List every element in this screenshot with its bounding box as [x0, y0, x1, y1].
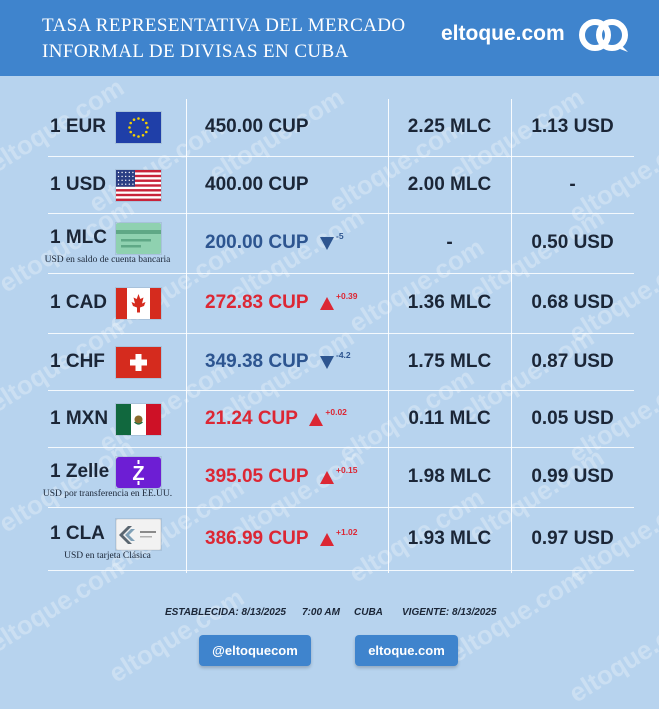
mlc-rate: 1.98 MLC — [407, 466, 492, 487]
established-date: ESTABLECIDA: 8/13/2025 — [165, 607, 286, 618]
usd-rate: 0.50 USD — [531, 232, 614, 253]
usd-rate: 1.13 USD — [531, 116, 614, 137]
cup-rate: 395.05 CUP — [205, 466, 309, 487]
watermark-text: eltoque.com — [563, 601, 659, 709]
title-line-2: INFORMAL DE DIVISAS EN CUBA — [42, 41, 349, 62]
website-button[interactable]: eltoque.com — [355, 635, 458, 666]
cup-rate: 21.24 CUP — [205, 407, 298, 429]
rate-change: +1.02 — [336, 526, 358, 537]
usd-rate: 0.97 USD — [531, 527, 614, 549]
trend-up-icon — [320, 471, 334, 484]
eu-flag-icon — [115, 111, 162, 144]
rate-change: -4.2 — [336, 349, 351, 360]
table-row — [48, 214, 634, 274]
clasica-card-icon — [115, 517, 162, 551]
usd-rate: - — [569, 173, 576, 195]
swiss-flag-icon — [115, 345, 162, 379]
column-divider — [186, 99, 187, 573]
mlc-rate: 2.25 MLC — [407, 116, 492, 137]
svg-text:Z: Z — [132, 463, 144, 485]
eltoque-logo-icon — [579, 19, 628, 52]
valid-date: VIGENTE: 8/13/2025 — [402, 607, 497, 618]
established-time: 7:00 AM — [302, 607, 340, 618]
table-row — [48, 334, 634, 391]
currency-note: USD en saldo de cuenta bancaria — [44, 255, 171, 265]
trend-down-icon — [320, 355, 334, 369]
currency-label: 1 CHF — [50, 350, 105, 372]
currency-note: USD por transferencia en EE.UU. — [42, 489, 173, 499]
trend-up-icon — [320, 532, 334, 546]
cup-rate: 450.00 CUP — [205, 116, 309, 137]
currency-label: 1 USD — [50, 173, 106, 195]
cup-rate: 272.83 CUP — [205, 292, 309, 313]
page-title: TASA REPRESENTATIVA DEL MERCADO INFORMAL… — [42, 13, 406, 65]
brand-name: eltoque.com — [441, 22, 565, 45]
cup-rate: 386.99 CUP — [205, 527, 309, 549]
cup-rate: 349.38 CUP — [205, 350, 309, 372]
mexico-flag-icon — [115, 402, 162, 436]
table-row — [48, 99, 634, 157]
header-bar: TASA REPRESENTATIVA DEL MERCADO INFORMAL… — [0, 0, 659, 76]
table-row — [48, 274, 634, 334]
currency-label: 1 Zelle — [50, 461, 110, 482]
us-flag-icon — [115, 168, 162, 202]
canada-flag-icon — [115, 287, 162, 320]
mlc-rate: 0.11 MLC — [408, 407, 491, 429]
mlc-rate: 1.75 MLC — [407, 350, 492, 372]
usd-rate: 0.05 USD — [531, 407, 614, 429]
cup-rate: 200.00 CUP — [205, 232, 309, 253]
trend-up-icon — [320, 297, 334, 310]
currency-note: USD en tarjeta Clásica — [64, 550, 151, 561]
table-row — [48, 391, 634, 448]
rate-change: +0.02 — [325, 406, 347, 417]
zelle-logo-icon: Z — [115, 456, 162, 489]
currency-label: 1 EUR — [50, 116, 106, 137]
column-divider — [388, 99, 389, 573]
mlc-rate: - — [446, 232, 453, 253]
mlc-rate: 1.93 MLC — [407, 527, 492, 549]
usd-rate: 0.99 USD — [531, 466, 614, 487]
usd-rate: 0.87 USD — [531, 350, 614, 372]
currency-label: 1 MXN — [50, 407, 109, 429]
table-row — [48, 157, 634, 214]
title-line-1: TASA REPRESENTATIVA DEL MERCADO — [42, 15, 406, 36]
mlc-rate: 2.00 MLC — [407, 173, 492, 195]
usd-rate: 0.68 USD — [531, 292, 614, 313]
mlc-rate: 1.36 MLC — [407, 292, 492, 313]
bank-card-icon — [115, 222, 162, 255]
cup-rate: 400.00 CUP — [205, 173, 309, 195]
rate-change: +0.15 — [336, 465, 358, 475]
trend-up-icon — [309, 412, 324, 426]
table-row — [48, 448, 634, 508]
currency-label: 1 CAD — [50, 292, 108, 313]
rate-change: -5 — [336, 231, 344, 241]
table-row — [48, 508, 634, 571]
social-handle-button[interactable]: @eltoquecom — [199, 635, 311, 666]
trend-down-icon — [320, 237, 334, 250]
column-divider — [511, 99, 512, 573]
location: CUBA — [354, 607, 383, 618]
rate-change: +0.39 — [336, 291, 358, 301]
currency-label: 1 MLC — [50, 227, 107, 248]
currency-label: 1 CLA — [50, 522, 105, 544]
